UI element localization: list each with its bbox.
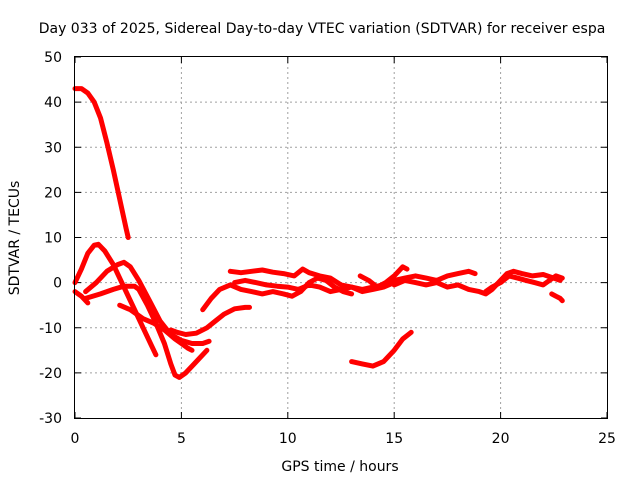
y-tick-label: -20 (39, 366, 62, 382)
series-line-track-6 (117, 302, 195, 353)
data-series (72, 86, 565, 380)
y-tick-label: 0 (53, 276, 62, 292)
x-tick-label: 10 (279, 431, 297, 447)
y-tick-label: 30 (44, 140, 62, 156)
x-tick-label: 0 (71, 431, 80, 447)
y-axis-label: SDTVAR / TECUs (7, 181, 23, 296)
series-line-track-2 (72, 241, 159, 358)
series-line-track-14 (483, 273, 565, 295)
plot-frame (74, 56, 608, 419)
y-tick-label: -10 (39, 321, 62, 337)
y-tick-label: 10 (44, 231, 62, 247)
x-axis-label: GPS time / hours (281, 459, 398, 475)
x-tick-label: 15 (385, 431, 403, 447)
x-tick-label: 25 (598, 431, 616, 447)
series-line-track-7 (168, 304, 252, 337)
x-tick-label: 5 (177, 431, 186, 447)
y-axis-ticks: -30 -20 -10 0 10 20 30 40 50 (39, 50, 607, 427)
chart-title: Day 033 of 2025, Sidereal Day-to-day VTE… (39, 21, 606, 37)
y-tick-label: 20 (44, 185, 62, 201)
grid (75, 57, 607, 418)
series-line-track-4 (83, 259, 212, 346)
series-line-track-15 (549, 291, 565, 304)
x-tick-label: 20 (492, 431, 510, 447)
series-line-track-1 (72, 86, 131, 240)
y-tick-label: -30 (39, 411, 62, 427)
series-line-track-12 (349, 329, 414, 369)
y-tick-label: 50 (44, 50, 62, 66)
series-line-track-8 (200, 275, 355, 313)
series-line-track-11 (357, 264, 410, 290)
x-axis-ticks: 0 5 10 15 20 25 (71, 57, 616, 447)
y-tick-label: 40 (44, 95, 62, 111)
